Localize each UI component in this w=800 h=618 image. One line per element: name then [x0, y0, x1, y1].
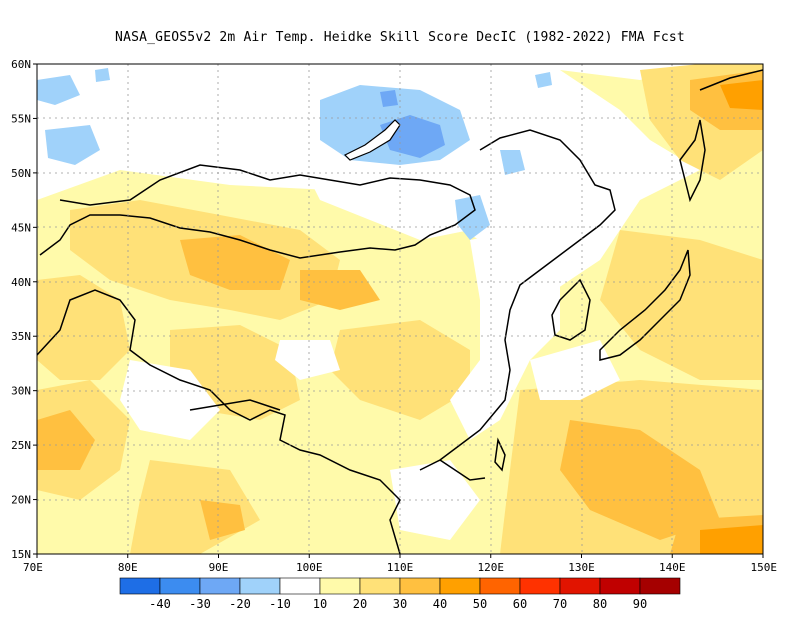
lat-tick-label: 60N	[11, 58, 31, 71]
colorbar-label: 30	[393, 597, 407, 611]
colorbar-swatch	[519, 577, 561, 595]
lat-tick-label: 35N	[11, 330, 31, 343]
lon-tick-label: 120E	[478, 561, 505, 574]
lon-tick-label: 110E	[387, 561, 414, 574]
colorbar-swatch	[399, 577, 441, 595]
colorbar-label: 90	[633, 597, 647, 611]
lon-tick-label: 80E	[118, 561, 138, 574]
lat-tick-label: 25N	[11, 439, 31, 452]
latitude-ticks: 15N 20N 25N 30N 35N 40N 45N 50N 55N 60N	[11, 58, 37, 561]
colorbar-label: -10	[269, 597, 291, 611]
colorbar-label: 10	[313, 597, 327, 611]
colorbar-label: 80	[593, 597, 607, 611]
colorbar-swatch	[119, 577, 161, 595]
colorbar-swatch	[199, 577, 241, 595]
colorbar-swatch	[599, 577, 641, 595]
colorbar-swatch	[279, 577, 321, 595]
lon-tick-label: 130E	[568, 561, 595, 574]
lat-tick-label: 55N	[11, 112, 31, 125]
colorbar-swatch	[319, 577, 361, 595]
colorbar-swatch	[439, 577, 481, 595]
colorbar-swatch	[559, 577, 601, 595]
map-title: NASA_GEOS5v2 2m Air Temp. Heidke Skill S…	[115, 30, 685, 45]
lat-tick-label: 40N	[11, 276, 31, 289]
colorbar-swatch	[159, 577, 201, 595]
grid-lines	[37, 64, 763, 554]
colorbar-label: -40	[149, 597, 171, 611]
colorbar-label: 70	[553, 597, 567, 611]
colorbar-label: 50	[473, 597, 487, 611]
lat-tick-label: 15N	[11, 548, 31, 561]
lat-tick-label: 30N	[11, 385, 31, 398]
lon-tick-label: 150E	[751, 561, 778, 574]
colorbar-swatch	[639, 577, 681, 595]
colorbar-label: -30	[189, 597, 211, 611]
colorbar-label: 40	[433, 597, 447, 611]
lat-tick-label: 45N	[11, 221, 31, 234]
colorbar-label: 60	[513, 597, 527, 611]
lat-tick-label: 20N	[11, 494, 31, 507]
colorbar-swatch	[239, 577, 281, 595]
colorbar-swatch	[359, 577, 401, 595]
lat-tick-label: 50N	[11, 167, 31, 180]
lon-tick-label: 70E	[23, 561, 43, 574]
coastlines	[37, 69, 763, 554]
colorbar-label: 20	[353, 597, 367, 611]
lon-tick-label: 140E	[659, 561, 686, 574]
colorbar: -40 -30 -20 -10 10 20 30 40 50 60 70 80 90	[119, 577, 681, 611]
lon-tick-label: 90E	[209, 561, 229, 574]
longitude-ticks: 70E 80E 90E 100E 110E 120E 130E 140E 150E	[23, 554, 777, 574]
lon-tick-label: 100E	[296, 561, 323, 574]
colorbar-swatch	[479, 577, 521, 595]
colorbar-label: -20	[229, 597, 251, 611]
